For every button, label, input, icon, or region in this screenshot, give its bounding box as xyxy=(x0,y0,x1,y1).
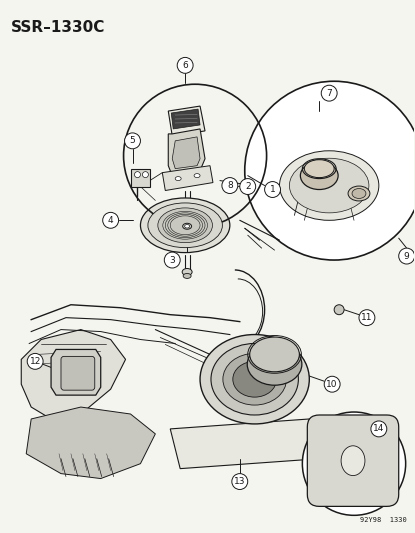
Polygon shape xyxy=(51,350,101,395)
Text: 14: 14 xyxy=(373,424,385,433)
Circle shape xyxy=(399,248,415,264)
Polygon shape xyxy=(170,419,319,469)
Ellipse shape xyxy=(341,446,365,475)
FancyBboxPatch shape xyxy=(61,357,95,390)
Text: 2: 2 xyxy=(245,182,251,191)
Ellipse shape xyxy=(211,343,298,415)
Ellipse shape xyxy=(280,151,379,220)
Text: 5: 5 xyxy=(129,136,135,146)
Ellipse shape xyxy=(352,189,366,198)
Circle shape xyxy=(334,305,344,314)
Polygon shape xyxy=(162,166,213,190)
Text: 13: 13 xyxy=(234,477,246,486)
Circle shape xyxy=(222,177,238,193)
Ellipse shape xyxy=(175,176,181,181)
Ellipse shape xyxy=(233,361,276,397)
Circle shape xyxy=(265,182,281,197)
Ellipse shape xyxy=(300,161,338,190)
Ellipse shape xyxy=(182,269,192,276)
Ellipse shape xyxy=(148,203,222,248)
Circle shape xyxy=(240,179,256,195)
Ellipse shape xyxy=(185,224,190,228)
Polygon shape xyxy=(172,137,200,168)
Text: 92Y98  1330: 92Y98 1330 xyxy=(360,517,407,523)
Circle shape xyxy=(321,85,337,101)
Text: 4: 4 xyxy=(108,216,113,225)
Ellipse shape xyxy=(348,186,370,201)
Polygon shape xyxy=(168,129,205,175)
Polygon shape xyxy=(26,407,155,479)
Text: 10: 10 xyxy=(327,379,338,389)
Text: 3: 3 xyxy=(169,255,175,264)
Ellipse shape xyxy=(304,160,334,177)
Circle shape xyxy=(124,133,140,149)
Text: SSR–1330C: SSR–1330C xyxy=(11,20,106,35)
Circle shape xyxy=(359,310,375,326)
Circle shape xyxy=(245,81,415,260)
Polygon shape xyxy=(21,329,126,419)
Circle shape xyxy=(164,252,180,268)
Text: 1: 1 xyxy=(270,185,276,194)
Circle shape xyxy=(324,376,340,392)
Ellipse shape xyxy=(158,208,212,243)
Ellipse shape xyxy=(183,223,192,229)
Ellipse shape xyxy=(247,343,302,385)
Text: 11: 11 xyxy=(361,313,373,322)
Ellipse shape xyxy=(140,198,230,253)
Circle shape xyxy=(371,421,387,437)
Ellipse shape xyxy=(200,335,309,424)
Ellipse shape xyxy=(194,174,200,177)
FancyBboxPatch shape xyxy=(308,415,399,506)
Circle shape xyxy=(134,172,140,177)
Circle shape xyxy=(303,412,406,515)
Ellipse shape xyxy=(250,337,299,372)
Ellipse shape xyxy=(289,158,369,213)
Ellipse shape xyxy=(183,273,191,278)
Text: 7: 7 xyxy=(326,88,332,98)
Circle shape xyxy=(103,212,119,228)
Ellipse shape xyxy=(223,353,286,405)
Text: 8: 8 xyxy=(227,181,233,190)
Polygon shape xyxy=(168,106,205,136)
Polygon shape xyxy=(171,109,200,129)
Text: 6: 6 xyxy=(182,61,188,70)
Circle shape xyxy=(177,58,193,74)
Text: 12: 12 xyxy=(29,357,41,366)
Text: 9: 9 xyxy=(404,252,410,261)
Circle shape xyxy=(27,353,43,369)
FancyBboxPatch shape xyxy=(131,168,150,187)
Circle shape xyxy=(232,474,248,489)
Circle shape xyxy=(142,172,149,177)
